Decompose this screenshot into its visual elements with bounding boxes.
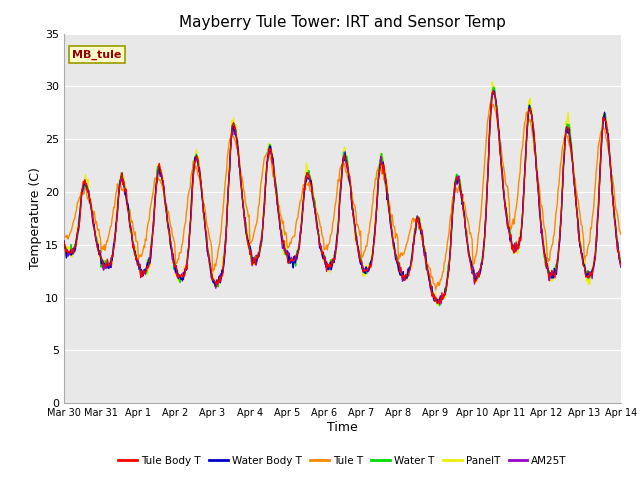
Tule Body T xyxy=(70,244,78,250)
Tule Body T xyxy=(127,229,135,235)
Tule Body T xyxy=(436,301,444,307)
Tule T xyxy=(426,266,434,272)
Water T xyxy=(490,84,498,90)
Water Body T xyxy=(127,228,135,234)
Water Body T xyxy=(490,88,498,94)
Title: Mayberry Tule Tower: IRT and Sensor Temp: Mayberry Tule Tower: IRT and Sensor Temp xyxy=(179,15,506,30)
PanelT xyxy=(214,280,221,286)
Water T xyxy=(60,241,68,247)
PanelT xyxy=(426,284,434,290)
Water T xyxy=(410,235,418,241)
Tule Body T xyxy=(617,262,625,267)
PanelT xyxy=(434,302,442,308)
Water Body T xyxy=(184,252,192,258)
AM25T xyxy=(214,280,221,286)
Tule Body T xyxy=(60,239,68,245)
Tule T xyxy=(184,195,192,201)
PanelT xyxy=(70,248,78,253)
AM25T xyxy=(426,278,434,284)
PanelT xyxy=(184,248,192,253)
AM25T xyxy=(410,242,418,248)
Tule T xyxy=(488,98,495,104)
Water Body T xyxy=(617,259,625,264)
Y-axis label: Temperature (C): Temperature (C) xyxy=(29,168,42,269)
Water Body T xyxy=(410,238,418,243)
Tule Body T xyxy=(489,88,497,94)
Water T xyxy=(70,250,78,256)
AM25T xyxy=(70,245,78,251)
PanelT xyxy=(488,79,496,84)
Line: Water T: Water T xyxy=(64,87,621,306)
Line: Tule Body T: Tule Body T xyxy=(64,91,621,304)
Tule Body T xyxy=(426,284,434,289)
PanelT xyxy=(127,226,135,231)
AM25T xyxy=(184,253,192,259)
Water Body T xyxy=(434,300,442,306)
Water T xyxy=(426,279,434,285)
AM25T xyxy=(60,239,68,244)
Line: PanelT: PanelT xyxy=(64,82,621,305)
PanelT xyxy=(60,245,68,251)
Water T xyxy=(214,283,221,288)
AM25T xyxy=(437,301,445,307)
Water T xyxy=(127,229,135,235)
Water Body T xyxy=(426,285,434,291)
Line: AM25T: AM25T xyxy=(64,91,621,304)
Tule T xyxy=(432,287,440,293)
Water Body T xyxy=(70,246,78,252)
Line: Tule T: Tule T xyxy=(64,101,621,290)
AM25T xyxy=(127,227,135,232)
Text: MB_tule: MB_tule xyxy=(72,49,122,60)
Legend: Tule Body T, Water Body T, Tule T, Water T, PanelT, AM25T: Tule Body T, Water Body T, Tule T, Water… xyxy=(114,452,571,470)
Tule T xyxy=(70,217,78,223)
Water T xyxy=(184,250,192,256)
Tule Body T xyxy=(410,236,418,241)
AM25T xyxy=(490,88,498,94)
Tule T xyxy=(410,219,418,225)
Water Body T xyxy=(60,238,68,244)
X-axis label: Time: Time xyxy=(327,421,358,434)
Tule Body T xyxy=(214,277,221,283)
Tule T xyxy=(60,227,68,233)
AM25T xyxy=(617,264,625,270)
Water T xyxy=(436,303,444,309)
Tule T xyxy=(617,231,625,237)
Water Body T xyxy=(214,281,221,287)
PanelT xyxy=(410,234,418,240)
Tule T xyxy=(214,255,221,261)
Tule Body T xyxy=(184,249,192,254)
Line: Water Body T: Water Body T xyxy=(64,91,621,303)
Water T xyxy=(617,255,625,261)
PanelT xyxy=(617,260,625,266)
Tule T xyxy=(127,219,135,225)
